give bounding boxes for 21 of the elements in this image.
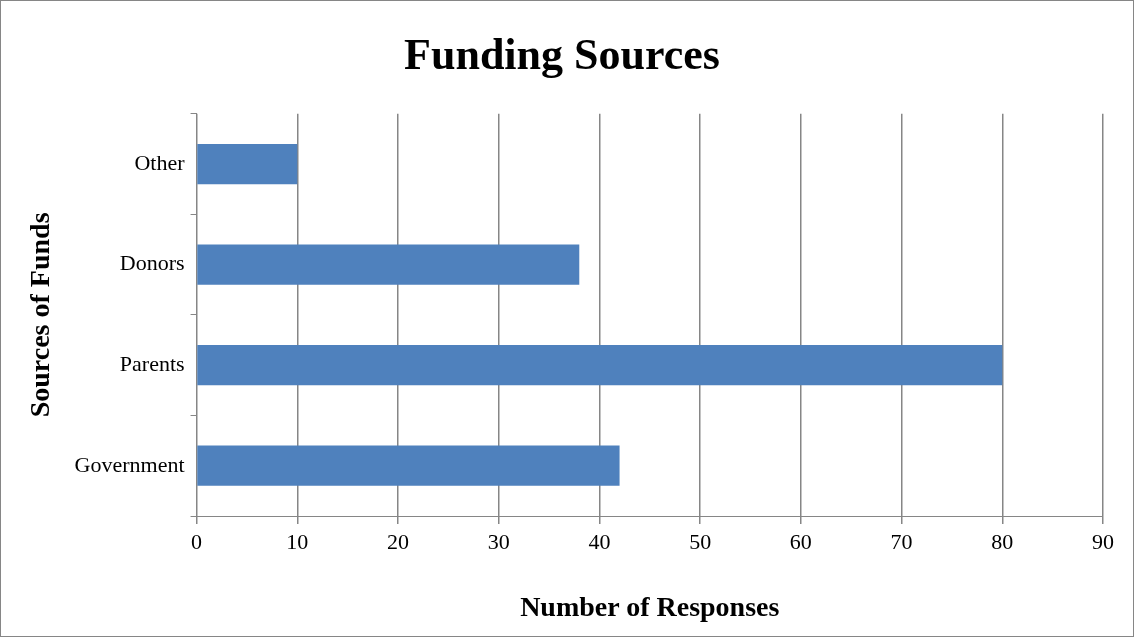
y-tick-label: Government <box>74 451 185 477</box>
bar <box>197 244 580 285</box>
x-tick-label: 80 <box>991 528 1014 554</box>
y-axis-title: Sources of Funds <box>24 212 56 418</box>
x-tick-label: 10 <box>286 528 309 554</box>
y-tick-label: Other <box>134 149 186 175</box>
chart-title: Funding Sources <box>404 29 720 79</box>
x-tick-label: 0 <box>191 528 203 554</box>
bar <box>197 143 298 185</box>
x-axis-title: Number of Responses <box>520 591 780 623</box>
x-tick-label: 20 <box>387 528 409 554</box>
x-tick-label: 90 <box>1092 528 1114 554</box>
x-tick-label: 60 <box>789 528 812 554</box>
x-tick-label: 50 <box>689 528 712 554</box>
y-tick-label: Donors <box>119 250 185 276</box>
bar <box>197 445 620 486</box>
x-tick-label: 70 <box>890 528 913 554</box>
x-tick-label: 30 <box>487 528 510 554</box>
y-tick-label: Parents <box>119 350 185 376</box>
bar <box>197 345 1003 386</box>
x-tick-label: 40 <box>588 528 611 554</box>
